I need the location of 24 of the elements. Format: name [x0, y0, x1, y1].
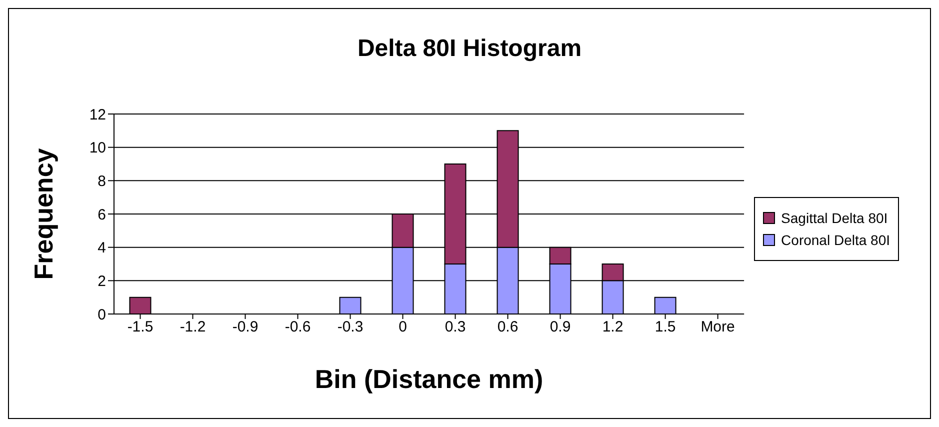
y-tick-label: 2: [98, 272, 106, 290]
chart-title: Delta 80I Histogram: [356, 35, 583, 63]
x-tick-label: 0.3: [444, 318, 466, 336]
legend-label: Coronal Delta 80I: [780, 232, 890, 248]
x-tick-label: 0.6: [497, 318, 518, 336]
x-tick-label: -0.6: [284, 318, 311, 336]
x-tick-label: 1.5: [654, 318, 676, 336]
x-tick-label: More: [700, 318, 735, 336]
x-tick-label: -1.2: [180, 318, 206, 336]
y-tick-label: 0: [98, 306, 106, 324]
y-tick-label: 8: [98, 172, 106, 190]
x-tick-label: 1.2: [602, 318, 624, 336]
x-tick-label: -0.3: [337, 318, 364, 336]
y-tick-label: 10: [89, 140, 106, 157]
x-tick-label: -1.5: [127, 318, 154, 336]
y-tick-label: 12: [89, 106, 106, 124]
y-tick-label: 6: [98, 206, 106, 224]
x-axis-title: Bin (Distance mm): [314, 364, 544, 395]
x-tick-label: -0.9: [232, 318, 258, 336]
y-tick-label: 4: [98, 240, 106, 257]
x-tick-label: 0: [398, 318, 407, 336]
y-axis-title: Frequency: [28, 148, 60, 280]
legend-label: Sagittal Delta 80I: [780, 210, 889, 226]
x-tick-label: 0.9: [550, 318, 571, 336]
